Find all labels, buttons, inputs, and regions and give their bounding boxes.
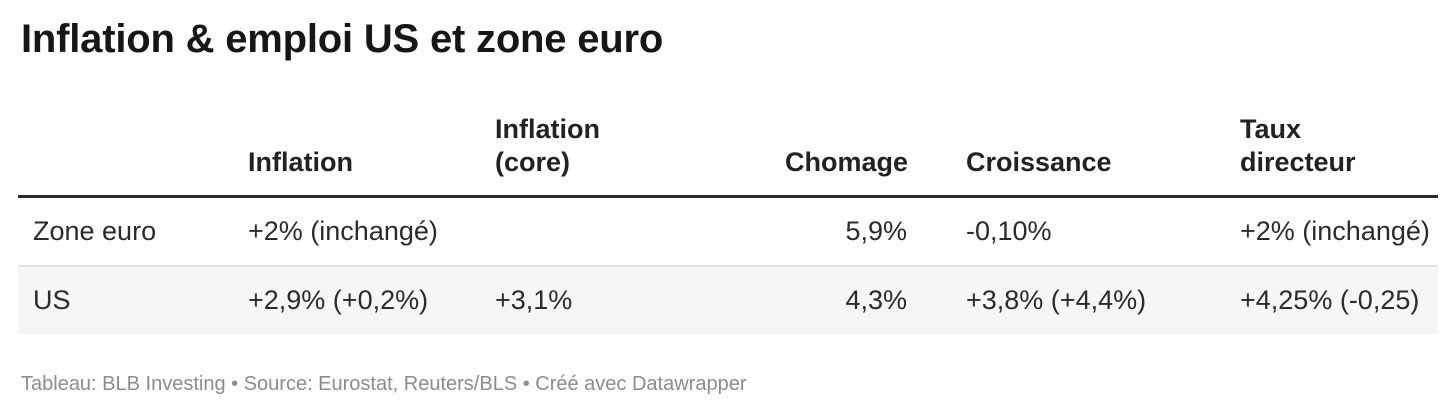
cell-inflation-core: +3,1% [495, 285, 573, 315]
cell-croissance: +3,8% (+4,4%) [966, 285, 1147, 315]
attribution-footer: Tableau: BLB Investing • Source: Eurosta… [21, 373, 747, 395]
cell-inflation: +2% (inchangé) [248, 216, 438, 246]
cell-chomage: 4,3% [845, 285, 907, 315]
cell-taux-directeur: +2% (inchangé) [1240, 216, 1430, 246]
column-header-croissance: Croissance [951, 113, 1225, 198]
header-row: Inflation Inflation (core) Chomage Crois… [18, 113, 1438, 198]
column-header-chomage: Chomage [770, 113, 951, 198]
cell-inflation-core [480, 197, 770, 267]
row-label: US [33, 285, 71, 315]
cell-taux-directeur: +4,25% (-0,25) [1240, 285, 1420, 315]
table-visualization: Inflation & emploi US et zone euro Infla… [18, 17, 1438, 395]
cell-chomage: 5,9% [845, 216, 907, 246]
cell-inflation: +2,9% (+0,2%) [248, 285, 429, 315]
column-header-inflation-core: Inflation (core) [480, 113, 770, 198]
page-title: Inflation & emploi US et zone euro [21, 17, 664, 61]
row-label: Zone euro [33, 216, 157, 246]
column-header-rowlabel [18, 113, 233, 198]
data-table: Inflation Inflation (core) Chomage Crois… [18, 113, 1438, 334]
table-row-us: US +2,9% (+0,2%) +3,1% 4,3% +3,8% (+4,4%… [18, 266, 1438, 334]
table-row-zone-euro: Zone euro +2% (inchangé) 5,9% -0,10% +2%… [18, 197, 1438, 267]
cell-croissance: -0,10% [966, 216, 1052, 246]
column-header-taux-directeur: Taux directeur [1225, 113, 1438, 198]
column-header-inflation: Inflation [233, 113, 480, 198]
